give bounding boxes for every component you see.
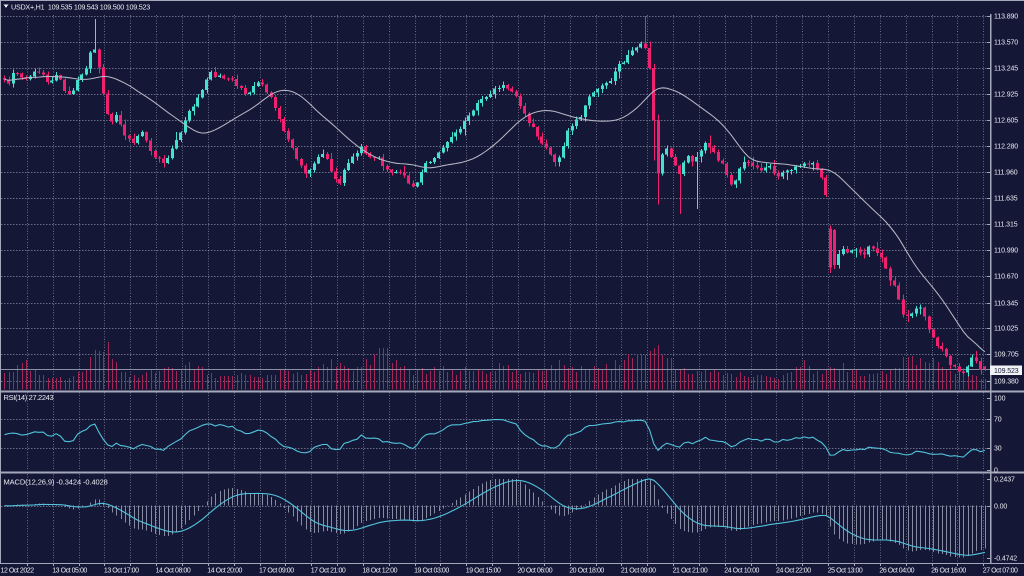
svg-text:113.570: 113.570 bbox=[994, 40, 1018, 47]
svg-text:13 Oct 05:00: 13 Oct 05:00 bbox=[52, 568, 87, 575]
svg-text:111.960: 111.960 bbox=[994, 170, 1018, 177]
svg-text:24 Oct 10:00: 24 Oct 10:00 bbox=[724, 568, 759, 575]
svg-text:26 Oct 04:00: 26 Oct 04:00 bbox=[879, 568, 914, 575]
svg-text:110.345: 110.345 bbox=[994, 301, 1018, 308]
svg-text:27 Oct 07:00: 27 Oct 07:00 bbox=[983, 568, 1018, 575]
svg-text:-0.4742: -0.4742 bbox=[994, 556, 1017, 563]
svg-text:17 Oct 09:00: 17 Oct 09:00 bbox=[259, 568, 294, 575]
svg-text:25 Oct 13:00: 25 Oct 13:00 bbox=[828, 568, 863, 575]
svg-text:20 Oct 18:00: 20 Oct 18:00 bbox=[569, 568, 604, 575]
svg-text:0.2437: 0.2437 bbox=[994, 477, 1015, 484]
svg-text:112.280: 112.280 bbox=[994, 144, 1018, 151]
svg-text:19 Oct 15:00: 19 Oct 15:00 bbox=[466, 568, 501, 575]
svg-text:110.990: 110.990 bbox=[994, 248, 1018, 255]
svg-text:30: 30 bbox=[994, 446, 1002, 453]
svg-text:14 Oct 20:00: 14 Oct 20:00 bbox=[207, 568, 242, 575]
svg-text:113.245: 113.245 bbox=[994, 66, 1018, 73]
svg-text:17 Oct 21:00: 17 Oct 21:00 bbox=[311, 568, 346, 575]
svg-text:0: 0 bbox=[994, 468, 998, 475]
svg-text:109.705: 109.705 bbox=[994, 352, 1019, 359]
svg-text:109.523: 109.523 bbox=[994, 368, 1019, 375]
svg-text:18 Oct 12:00: 18 Oct 12:00 bbox=[362, 568, 397, 575]
svg-text:0.00: 0.00 bbox=[994, 504, 1007, 511]
svg-text:26 Oct 16:00: 26 Oct 16:00 bbox=[931, 568, 966, 575]
svg-text:12 Oct 2022: 12 Oct 2022 bbox=[1, 568, 35, 575]
svg-text:20 Oct 06:00: 20 Oct 06:00 bbox=[518, 568, 553, 575]
svg-text:19 Oct 03:00: 19 Oct 03:00 bbox=[414, 568, 449, 575]
svg-text:109.380: 109.380 bbox=[994, 379, 1019, 386]
svg-text:14 Oct 08:00: 14 Oct 08:00 bbox=[156, 568, 191, 575]
svg-text:21 Oct 09:00: 21 Oct 09:00 bbox=[621, 568, 656, 575]
svg-text:24 Oct 22:00: 24 Oct 22:00 bbox=[776, 568, 811, 575]
svg-text:70: 70 bbox=[994, 417, 1002, 424]
svg-text:MACD(12,26,9) -0.3424 -0.4028: MACD(12,26,9) -0.3424 -0.4028 bbox=[4, 478, 108, 487]
svg-text:13 Oct 17:00: 13 Oct 17:00 bbox=[104, 568, 139, 575]
svg-text:113.890: 113.890 bbox=[994, 14, 1018, 21]
svg-text:RSI(14) 27.2243: RSI(14) 27.2243 bbox=[4, 393, 54, 402]
svg-text:100: 100 bbox=[994, 396, 1006, 403]
svg-text:111.635: 111.635 bbox=[994, 196, 1018, 203]
svg-text:110.670: 110.670 bbox=[994, 274, 1018, 281]
svg-text:110.025: 110.025 bbox=[994, 326, 1018, 333]
svg-text:21 Oct 21:00: 21 Oct 21:00 bbox=[673, 568, 708, 575]
svg-text:111.315: 111.315 bbox=[994, 222, 1018, 229]
svg-text:112.605: 112.605 bbox=[994, 118, 1018, 125]
svg-text:USDX+,H1 109.535 109.543 109.: USDX+,H1 109.535 109.543 109.500 109.523 bbox=[11, 3, 150, 12]
svg-text:112.925: 112.925 bbox=[994, 92, 1018, 99]
